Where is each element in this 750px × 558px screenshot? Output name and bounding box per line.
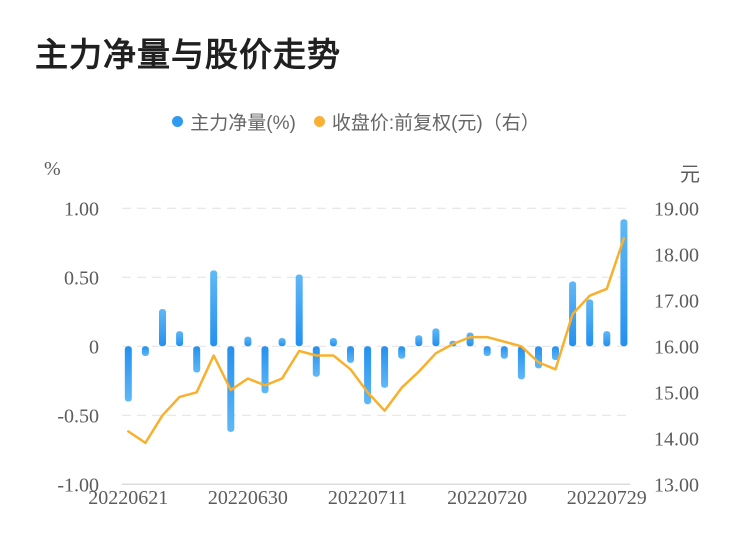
right-axis-tick-label: 16.00 bbox=[654, 336, 699, 358]
left-axis-tick-label: 0.50 bbox=[64, 267, 99, 289]
legend-dot-blue-icon bbox=[172, 116, 184, 127]
bar bbox=[586, 299, 594, 347]
legend-label: 收盘价:前复权(元)（右） bbox=[331, 113, 540, 134]
legend-dot-yellow-icon bbox=[313, 116, 325, 127]
bar bbox=[483, 346, 491, 356]
right-axis-tick-label: 17.00 bbox=[654, 290, 699, 312]
left-axis-tick-label: -0.50 bbox=[57, 405, 99, 427]
bar bbox=[620, 219, 628, 347]
left-axis-tick-label: 0 bbox=[89, 336, 99, 358]
price-line bbox=[127, 236, 626, 445]
right-axis-tick-label: 13.00 bbox=[654, 474, 699, 496]
legend-label: 主力净量(%) bbox=[190, 113, 296, 134]
bar bbox=[603, 331, 611, 347]
bar bbox=[261, 346, 269, 394]
bar bbox=[278, 338, 286, 347]
bar bbox=[141, 346, 149, 356]
bar bbox=[244, 336, 252, 347]
x-axis-tick-label: 20220729 bbox=[567, 487, 647, 509]
gridlines bbox=[122, 207, 630, 486]
right-axis-unit: 元 bbox=[680, 164, 700, 186]
x-axis-tick-label: 20220720 bbox=[447, 487, 527, 509]
bar bbox=[500, 346, 508, 359]
bar bbox=[347, 346, 354, 363]
x-axis-tick-label: 20220621 bbox=[88, 487, 168, 509]
right-axis-tick-label: 19.00 bbox=[654, 198, 699, 220]
left-axis-unit: % bbox=[44, 158, 61, 180]
bar bbox=[329, 338, 337, 347]
bar bbox=[312, 346, 320, 377]
bar bbox=[159, 309, 166, 347]
bar bbox=[517, 346, 525, 380]
bar bbox=[535, 346, 542, 369]
legend-item-main-net-volume: 主力净量(%) bbox=[172, 108, 296, 135]
axis-labels: 1.00 0.50 0 -0.50 -1.00 19.00 18.00 17.00 16.00 1… bbox=[57, 198, 699, 509]
bar bbox=[193, 346, 201, 373]
page-title: 主力净量与股价走势 bbox=[35, 36, 341, 73]
legend-item-close-price: 收盘价:前复权(元)（右） bbox=[313, 108, 540, 135]
bar bbox=[552, 346, 559, 361]
x-axis-tick-label: 20220630 bbox=[208, 487, 288, 509]
right-axis-tick-label: 18.00 bbox=[654, 244, 699, 266]
x-axis-tick-label: 20220711 bbox=[328, 487, 407, 509]
left-axis-tick-label: 1.00 bbox=[64, 198, 99, 220]
bar bbox=[295, 274, 303, 347]
bar bbox=[210, 270, 218, 347]
bar bbox=[124, 346, 132, 402]
bar bbox=[381, 346, 389, 388]
bar bbox=[398, 346, 406, 359]
bar bbox=[432, 328, 440, 347]
bar bbox=[176, 331, 184, 347]
left-axis-tick-label: -1.00 bbox=[57, 474, 99, 496]
right-axis-tick-label: 14.00 bbox=[654, 428, 699, 450]
bar bbox=[415, 335, 423, 347]
line-series bbox=[127, 236, 626, 445]
legend: 主力净量(%) 收盘价:前复权(元)（右） bbox=[0, 108, 712, 135]
right-axis-tick-label: 15.00 bbox=[654, 382, 699, 404]
